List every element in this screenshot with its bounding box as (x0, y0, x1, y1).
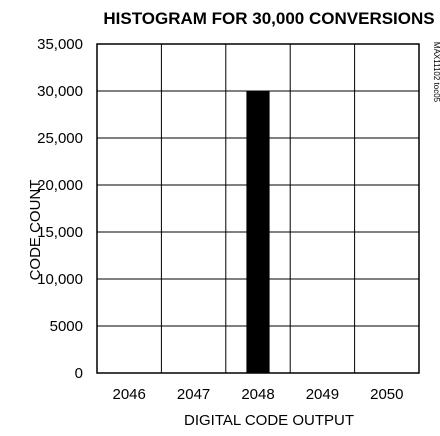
x-tick-label: 2050 (370, 386, 403, 403)
y-tick-label: 10,000 (37, 271, 83, 288)
x-axis-label: DIGITAL CODE OUTPUT (184, 412, 354, 429)
x-tick-label: 2047 (177, 386, 210, 403)
y-tick-label: 30,000 (37, 83, 83, 100)
x-tick-label: 2046 (113, 386, 146, 403)
y-tick-label: 25,000 (37, 130, 83, 147)
y-axis-label: CODE COUNT (27, 180, 44, 281)
chart-title: HISTOGRAM FOR 30,000 CONVERSIONS (103, 9, 434, 28)
plot-area-frame (96, 43, 420, 374)
x-tick-labels: 2046 2047 2048 2049 2050 (113, 386, 404, 403)
y-tick-label: 15,000 (37, 224, 83, 241)
bars (246, 91, 270, 373)
y-tick-labels: 0 5000 10,000 15,000 20,000 25,000 30,000 35,00… (37, 36, 83, 382)
figure-id-label: MAX11102 toc05 (432, 42, 440, 103)
x-tick-label: 2048 (241, 386, 274, 403)
x-tick-label: 2049 (306, 386, 339, 403)
y-tick-label: 20,000 (37, 177, 83, 194)
y-tick-label: 35,000 (37, 36, 83, 53)
y-tick-label: 0 (75, 365, 83, 382)
y-tick-label: 5000 (50, 318, 83, 335)
bar-2048 (246, 91, 270, 373)
